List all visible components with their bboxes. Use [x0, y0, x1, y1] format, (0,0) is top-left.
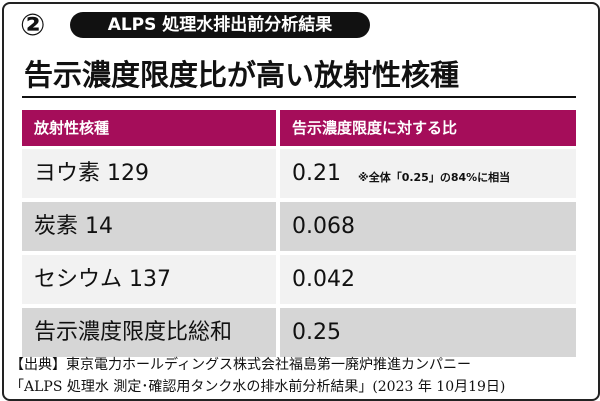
- table-cell: 0.042: [280, 255, 576, 304]
- column-header: 告示濃度限度に対する比: [280, 110, 576, 146]
- table-cell: 炭素 14: [22, 202, 276, 251]
- source: 【出典】東京電力ホールディングス株式会社福島第一廃炉推進カンパニー: [10, 357, 472, 373]
- table-cell: 0.068: [280, 202, 576, 251]
- note: ※全体「0.25」の84%に相当: [358, 171, 511, 184]
- rule: [22, 96, 576, 98]
- table-cell: 告示濃度限度比総和: [22, 308, 276, 357]
- column-header: 放射性核種: [22, 110, 276, 146]
- table-cell: ヨウ素 129: [22, 149, 276, 198]
- table-cell: 0.25: [280, 308, 576, 357]
- table-cell: セシウム 137: [22, 255, 276, 304]
- tag: ALPS 処理水排出前分析結果: [70, 12, 370, 38]
- table-cell: 0.21: [280, 149, 576, 198]
- section-number: ②: [20, 8, 46, 43]
- source: 「ALPS 処理水 測定･確認用タンク水の排水前分析結果」(2023 年 10月…: [10, 379, 506, 395]
- title: 告示濃度限度比が高い放射性核種: [24, 58, 460, 92]
